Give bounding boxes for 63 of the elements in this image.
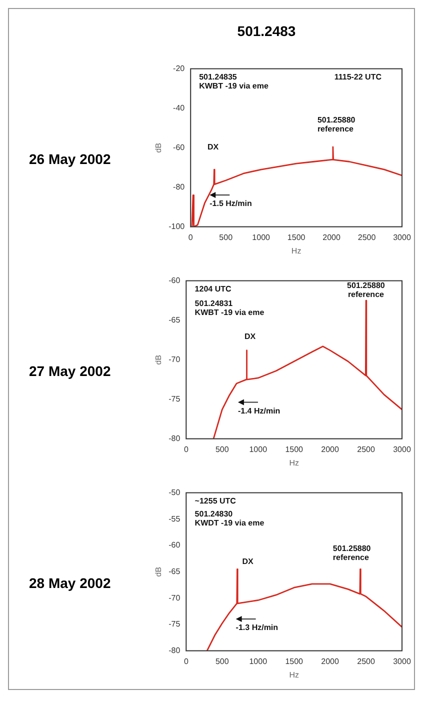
x-tick-label: 500 [219, 232, 234, 242]
annotation: 501.25880 reference [347, 280, 386, 299]
annotation: 501.25880 reference [332, 544, 372, 562]
y-tick-label: -65 [168, 316, 181, 325]
y-tick-label: -70 [168, 355, 181, 364]
x-tick-label: 1000 [249, 656, 268, 666]
x-tick-label: 1500 [285, 444, 304, 454]
annotation: 501.24831 KWBT -19 via eme [194, 298, 265, 317]
y-tick-label: -55 [168, 514, 181, 524]
chart-title: 501.2483 [237, 23, 296, 39]
x-axis-title: Hz [291, 246, 302, 256]
x-tick-label: 3000 [393, 444, 412, 454]
x-tick-label: 1000 [249, 444, 268, 454]
x-axis-title: Hz [289, 670, 299, 680]
annotation: DX [242, 556, 254, 566]
annotation: 501.24830 KWDT -19 via eme [194, 509, 265, 528]
y-axis-title: dB [154, 354, 164, 365]
y-tick-label: -60 [168, 276, 181, 286]
x-tick-label: 3000 [393, 232, 412, 242]
x-tick-label: 2500 [358, 232, 376, 242]
y-tick-label: -80 [168, 434, 181, 444]
x-tick-label: 2500 [357, 656, 376, 666]
x-tick-label: 1500 [287, 232, 306, 242]
y-tick-label: -80 [173, 182, 186, 192]
annotation: -1.3 Hz/min [236, 623, 278, 632]
x-tick-label: 1500 [285, 656, 304, 666]
x-axis-title: Hz [289, 458, 299, 468]
y-tick-label: -20 [173, 64, 186, 74]
y-tick-label: -40 [173, 104, 186, 113]
x-tick-label: 0 [188, 232, 194, 242]
x-tick-label: 0 [184, 444, 189, 454]
annotation: DX [244, 332, 256, 342]
x-tick-label: 2500 [357, 444, 376, 454]
annotation: 1204 UTC [194, 284, 232, 294]
x-tick-label: 1000 [252, 232, 271, 242]
x-tick-label: 2000 [321, 444, 340, 454]
annotation: -1.5 Hz/min [210, 199, 252, 208]
annotation: DX [208, 142, 220, 152]
x-tick-label: 500 [215, 444, 230, 454]
text: 26 May 2002 [28, 151, 112, 167]
x-tick-label: 0 [184, 656, 189, 666]
annotation: -1.4 Hz/min [238, 406, 280, 416]
y-axis-title: dB [154, 142, 164, 153]
x-tick-label: 2000 [321, 656, 340, 666]
y-tick-label: -75 [168, 620, 181, 629]
annotation: ~1255 UTC [194, 496, 236, 506]
y-tick-label: -65 [168, 567, 181, 576]
y-tick-label: -60 [168, 540, 181, 550]
y-tick-label: -50 [168, 488, 181, 498]
annotation: 1115-22 UTC [334, 72, 382, 82]
annotation: 501.24835 KWBT -19 via eme [199, 72, 269, 91]
y-tick-label: -60 [173, 143, 186, 152]
y-tick-label: -75 [168, 394, 181, 404]
y-axis-title: dB [154, 566, 164, 577]
x-tick-label: 500 [215, 656, 230, 666]
y-tick-label: -70 [168, 593, 181, 602]
annotation: 501.25880 reference [317, 115, 356, 134]
text: 27 May 2002 [28, 363, 112, 379]
text: 28 May 2002 [28, 575, 112, 591]
y-tick-label: -80 [168, 646, 181, 656]
x-tick-label: 3000 [393, 656, 412, 666]
y-tick-label: -100 [168, 222, 186, 232]
x-tick-label: 2000 [322, 232, 341, 242]
